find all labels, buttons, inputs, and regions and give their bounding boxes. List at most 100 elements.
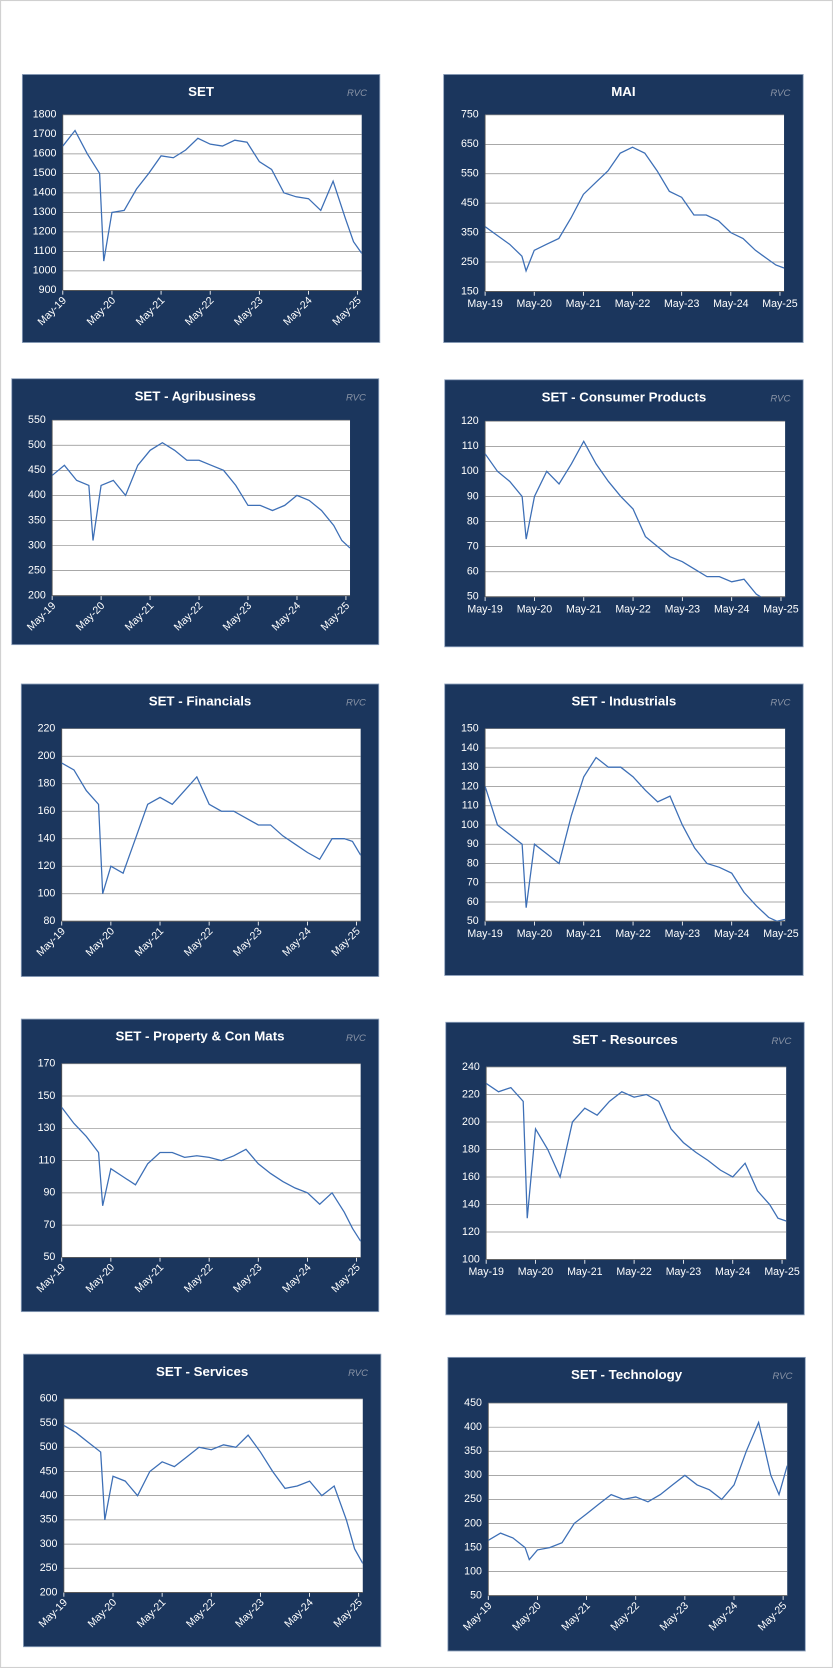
x-tick-label: May-20 bbox=[517, 298, 553, 310]
y-tick-label: 110 bbox=[462, 800, 479, 812]
y-tick-label: 1200 bbox=[33, 226, 57, 238]
y-tick-label: 300 bbox=[28, 539, 46, 551]
y-tick-label: 1400 bbox=[33, 187, 57, 199]
watermark: RVC bbox=[770, 393, 790, 404]
chart-panel: SET - Property & Con Mats RVC 50 70 90 110 130… bbox=[20, 1018, 380, 1313]
y-tick-label: 170 bbox=[38, 1058, 56, 1070]
y-tick-label: 550 bbox=[28, 414, 46, 426]
y-tick-label: 100 bbox=[38, 888, 56, 900]
y-tick-label: 150 bbox=[461, 722, 479, 734]
y-tick-label: 100 bbox=[461, 819, 479, 831]
y-tick-label: 110 bbox=[38, 1154, 55, 1166]
y-tick-label: 350 bbox=[461, 226, 479, 238]
chart-panel: SET - Industrials RVC 50 60 70 80 90 100 110 120 1… bbox=[444, 683, 804, 976]
series-line bbox=[485, 440, 762, 597]
y-tick-label: 400 bbox=[464, 1421, 482, 1433]
x-tick-label: May-22 bbox=[615, 928, 651, 940]
y-tick-label: 500 bbox=[28, 439, 46, 451]
y-tick-label: 180 bbox=[38, 778, 56, 790]
x-tick-label: May-19 bbox=[468, 1266, 504, 1278]
watermark: RVC bbox=[771, 1036, 791, 1047]
y-tick-label: 250 bbox=[28, 564, 46, 576]
x-tick-label: May-25 bbox=[762, 298, 798, 310]
y-tick-label: 160 bbox=[38, 805, 56, 817]
series-line bbox=[61, 762, 361, 894]
chart-panel: SET - Technology RVC 50 100 150 200 250 300 350 4… bbox=[447, 1356, 806, 1652]
y-tick-label: 180 bbox=[462, 1143, 480, 1155]
x-tick-label: May-21 bbox=[567, 1266, 603, 1278]
y-tick-label: 100 bbox=[461, 465, 479, 477]
y-tick-label: 150 bbox=[464, 1541, 482, 1553]
chart-title: MAI bbox=[611, 84, 635, 99]
x-tick-label: May-24 bbox=[713, 298, 749, 310]
x-tick-label: May-22 bbox=[616, 1266, 652, 1278]
x-tick-label: May-23 bbox=[666, 1266, 702, 1278]
chart-title: SET - Resources bbox=[572, 1032, 678, 1047]
x-tick-label: May-21 bbox=[566, 928, 602, 940]
x-tick-label: May-25 bbox=[763, 603, 799, 615]
watermark: RVC bbox=[770, 698, 790, 709]
x-tick-label: May-19 bbox=[467, 298, 503, 310]
y-tick-label: 140 bbox=[461, 742, 479, 754]
y-tick-label: 350 bbox=[464, 1445, 482, 1457]
y-tick-label: 500 bbox=[40, 1441, 58, 1453]
y-tick-label: 300 bbox=[464, 1469, 482, 1481]
chart-panel: SET - Resources RVC 100 120 140 160 180 200 220 2… bbox=[445, 1021, 805, 1316]
plot-area bbox=[62, 114, 362, 291]
chart-panel: SET - Financials RVC 80 100 120 140 160 180 200 2… bbox=[20, 683, 380, 977]
y-tick-label: 70 bbox=[467, 877, 479, 889]
y-tick-label: 60 bbox=[467, 566, 479, 578]
y-tick-label: 200 bbox=[462, 1116, 480, 1128]
y-tick-label: 350 bbox=[40, 1514, 58, 1526]
y-tick-label: 1000 bbox=[33, 265, 57, 277]
x-tick-label: May-23 bbox=[665, 603, 701, 615]
watermark: RVC bbox=[773, 1371, 793, 1382]
chart-title: SET - Property & Con Mats bbox=[116, 1029, 285, 1044]
y-tick-label: 750 bbox=[461, 109, 479, 121]
y-tick-label: 200 bbox=[40, 1586, 58, 1598]
chart-title: SET - Industrials bbox=[572, 694, 677, 709]
y-tick-label: 150 bbox=[38, 1090, 56, 1102]
series-line bbox=[61, 1107, 361, 1242]
chart-panel: SET - Services RVC 200 250 300 350 400 450 500 55… bbox=[23, 1353, 382, 1648]
y-tick-label: 450 bbox=[40, 1465, 58, 1477]
y-tick-label: 150 bbox=[461, 285, 479, 297]
series-line bbox=[62, 129, 362, 262]
x-tick-label: May-22 bbox=[615, 603, 651, 615]
x-tick-label: May-21 bbox=[566, 603, 602, 615]
y-tick-label: 50 bbox=[467, 591, 479, 603]
y-tick-label: 450 bbox=[28, 464, 46, 476]
chart-title: SET - Agribusiness bbox=[135, 388, 256, 403]
y-tick-label: 240 bbox=[462, 1061, 480, 1073]
y-tick-label: 160 bbox=[462, 1171, 480, 1183]
series-line bbox=[485, 756, 786, 922]
y-tick-label: 300 bbox=[40, 1538, 58, 1550]
watermark: RVC bbox=[346, 698, 366, 709]
y-tick-label: 90 bbox=[44, 1187, 56, 1199]
x-tick-label: May-20 bbox=[517, 603, 553, 615]
y-tick-label: 120 bbox=[38, 860, 56, 872]
y-tick-label: 90 bbox=[467, 838, 479, 850]
chart-panel: SET RVC 900 1000 1100 1200 1300 1400 1500 1600 170… bbox=[21, 74, 381, 343]
y-tick-label: 1300 bbox=[33, 206, 57, 218]
chart-title: SET bbox=[188, 84, 214, 99]
y-tick-label: 100 bbox=[464, 1565, 482, 1577]
chart-panel: SET - Agribusiness RVC 200 250 300 350 400 450 5… bbox=[11, 378, 380, 646]
x-tick-label: May-25 bbox=[763, 928, 799, 940]
y-tick-label: 1500 bbox=[33, 167, 57, 179]
x-tick-label: May-23 bbox=[665, 928, 701, 940]
plot-area bbox=[486, 1066, 787, 1260]
y-tick-label: 130 bbox=[38, 1122, 56, 1134]
y-tick-label: 140 bbox=[38, 833, 56, 845]
x-tick-label: May-19 bbox=[467, 928, 503, 940]
y-tick-label: 400 bbox=[28, 489, 46, 501]
watermark: RVC bbox=[770, 88, 790, 99]
y-tick-label: 450 bbox=[461, 197, 479, 209]
x-tick-label: May-25 bbox=[764, 1266, 800, 1278]
y-tick-label: 120 bbox=[461, 780, 479, 792]
y-tick-label: 550 bbox=[461, 168, 479, 180]
x-tick-label: May-24 bbox=[714, 928, 750, 940]
y-tick-label: 1700 bbox=[33, 128, 57, 140]
y-tick-label: 1800 bbox=[33, 109, 57, 121]
